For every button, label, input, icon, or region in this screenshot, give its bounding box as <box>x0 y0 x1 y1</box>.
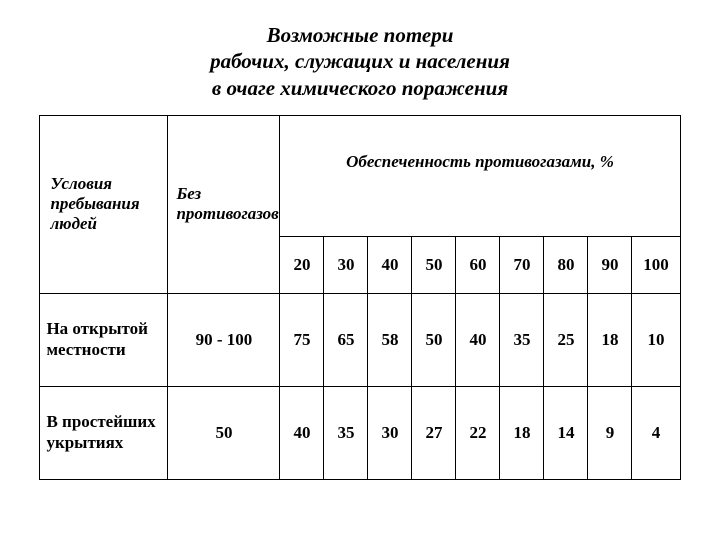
header-pct-7: 90 <box>588 236 632 293</box>
row-0-val-7: 18 <box>588 293 632 386</box>
header-row-1: Условия пребывания людей Без противогазо… <box>40 115 680 236</box>
row-label-0: На открытой местности <box>40 293 168 386</box>
header-pct-5: 70 <box>500 236 544 293</box>
table-row: В простейших укрытиях 50 40 35 30 27 22 … <box>40 386 680 479</box>
row-1-val-5: 18 <box>500 386 544 479</box>
header-conditions: Условия пребывания людей <box>40 115 168 293</box>
row-0-nomask: 90 - 100 <box>168 293 280 386</box>
header-pct-2: 40 <box>368 236 412 293</box>
row-1-val-6: 14 <box>544 386 588 479</box>
page-title: Возможные потери рабочих, служащих и нас… <box>0 22 720 101</box>
row-1-val-0: 40 <box>280 386 324 479</box>
row-1-val-2: 30 <box>368 386 412 479</box>
losses-table: Условия пребывания людей Без противогазо… <box>39 115 680 480</box>
header-pct-1: 30 <box>324 236 368 293</box>
row-1-val-8: 4 <box>632 386 680 479</box>
row-0-val-0: 75 <box>280 293 324 386</box>
row-1-val-7: 9 <box>588 386 632 479</box>
header-no-mask: Без противогазов <box>168 115 280 293</box>
header-pct-0: 20 <box>280 236 324 293</box>
table-row: На открытой местности 90 - 100 75 65 58 … <box>40 293 680 386</box>
header-pct-3: 50 <box>412 236 456 293</box>
title-line-1: Возможные потери <box>0 22 720 48</box>
title-line-2: рабочих, служащих и населения <box>0 48 720 74</box>
header-pct-8: 100 <box>632 236 680 293</box>
row-1-nomask: 50 <box>168 386 280 479</box>
row-0-val-6: 25 <box>544 293 588 386</box>
page: Возможные потери рабочих, служащих и нас… <box>0 0 720 540</box>
row-0-val-1: 65 <box>324 293 368 386</box>
row-0-val-3: 50 <box>412 293 456 386</box>
row-0-val-2: 58 <box>368 293 412 386</box>
row-1-val-1: 35 <box>324 386 368 479</box>
header-availability: Обеспеченность противогазами, % <box>280 115 680 236</box>
row-0-val-8: 10 <box>632 293 680 386</box>
row-1-val-3: 27 <box>412 386 456 479</box>
row-0-val-5: 35 <box>500 293 544 386</box>
title-line-3: в очаге химического поражения <box>0 75 720 101</box>
row-0-val-4: 40 <box>456 293 500 386</box>
row-label-1: В простейших укрытиях <box>40 386 168 479</box>
row-1-val-4: 22 <box>456 386 500 479</box>
header-pct-4: 60 <box>456 236 500 293</box>
header-pct-6: 80 <box>544 236 588 293</box>
